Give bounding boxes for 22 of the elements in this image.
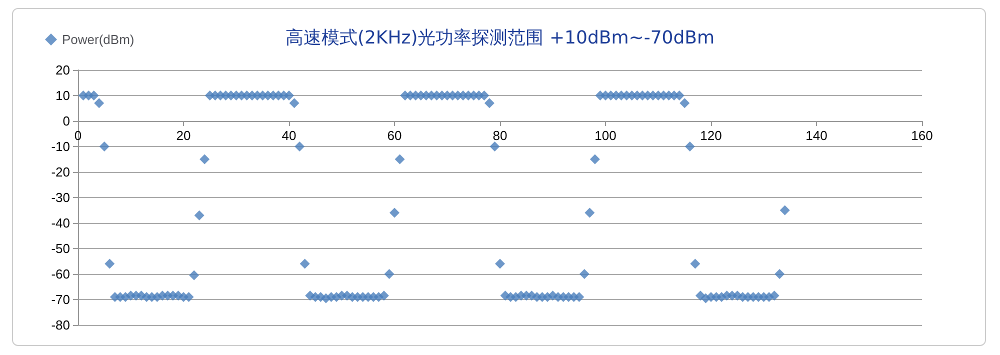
y-tick-label: 20 (56, 62, 70, 78)
y-tick-label: 10 (56, 88, 70, 103)
chart-title: 高速模式(2KHz)光功率探测范围 +10dBm~-70dBm (285, 28, 715, 48)
y-tick-label: -40 (51, 216, 70, 230)
y-tick-label: 0 (62, 114, 70, 128)
x-tick-label: 120 (700, 128, 722, 143)
x-tick-label: 0 (74, 128, 82, 143)
y-tick-label: -20 (51, 164, 70, 180)
y-tick-label: -10 (51, 139, 70, 154)
x-tick-label: 80 (492, 128, 508, 143)
y-tick-label: -80 (51, 318, 70, 332)
y-tick-label: -70 (51, 292, 70, 307)
y-tick-label: -50 (51, 241, 70, 256)
x-tick-label: 100 (594, 128, 616, 143)
x-tick-label: 140 (806, 128, 828, 143)
legend-label: Power(dBm) (62, 32, 134, 47)
x-tick-label: 40 (282, 128, 296, 143)
y-tick-label: -60 (51, 266, 70, 282)
x-tick-label: 60 (387, 128, 402, 143)
y-tick-label: -30 (51, 190, 70, 205)
x-tick-label: 160 (911, 128, 933, 143)
x-tick-label: 20 (176, 128, 191, 143)
